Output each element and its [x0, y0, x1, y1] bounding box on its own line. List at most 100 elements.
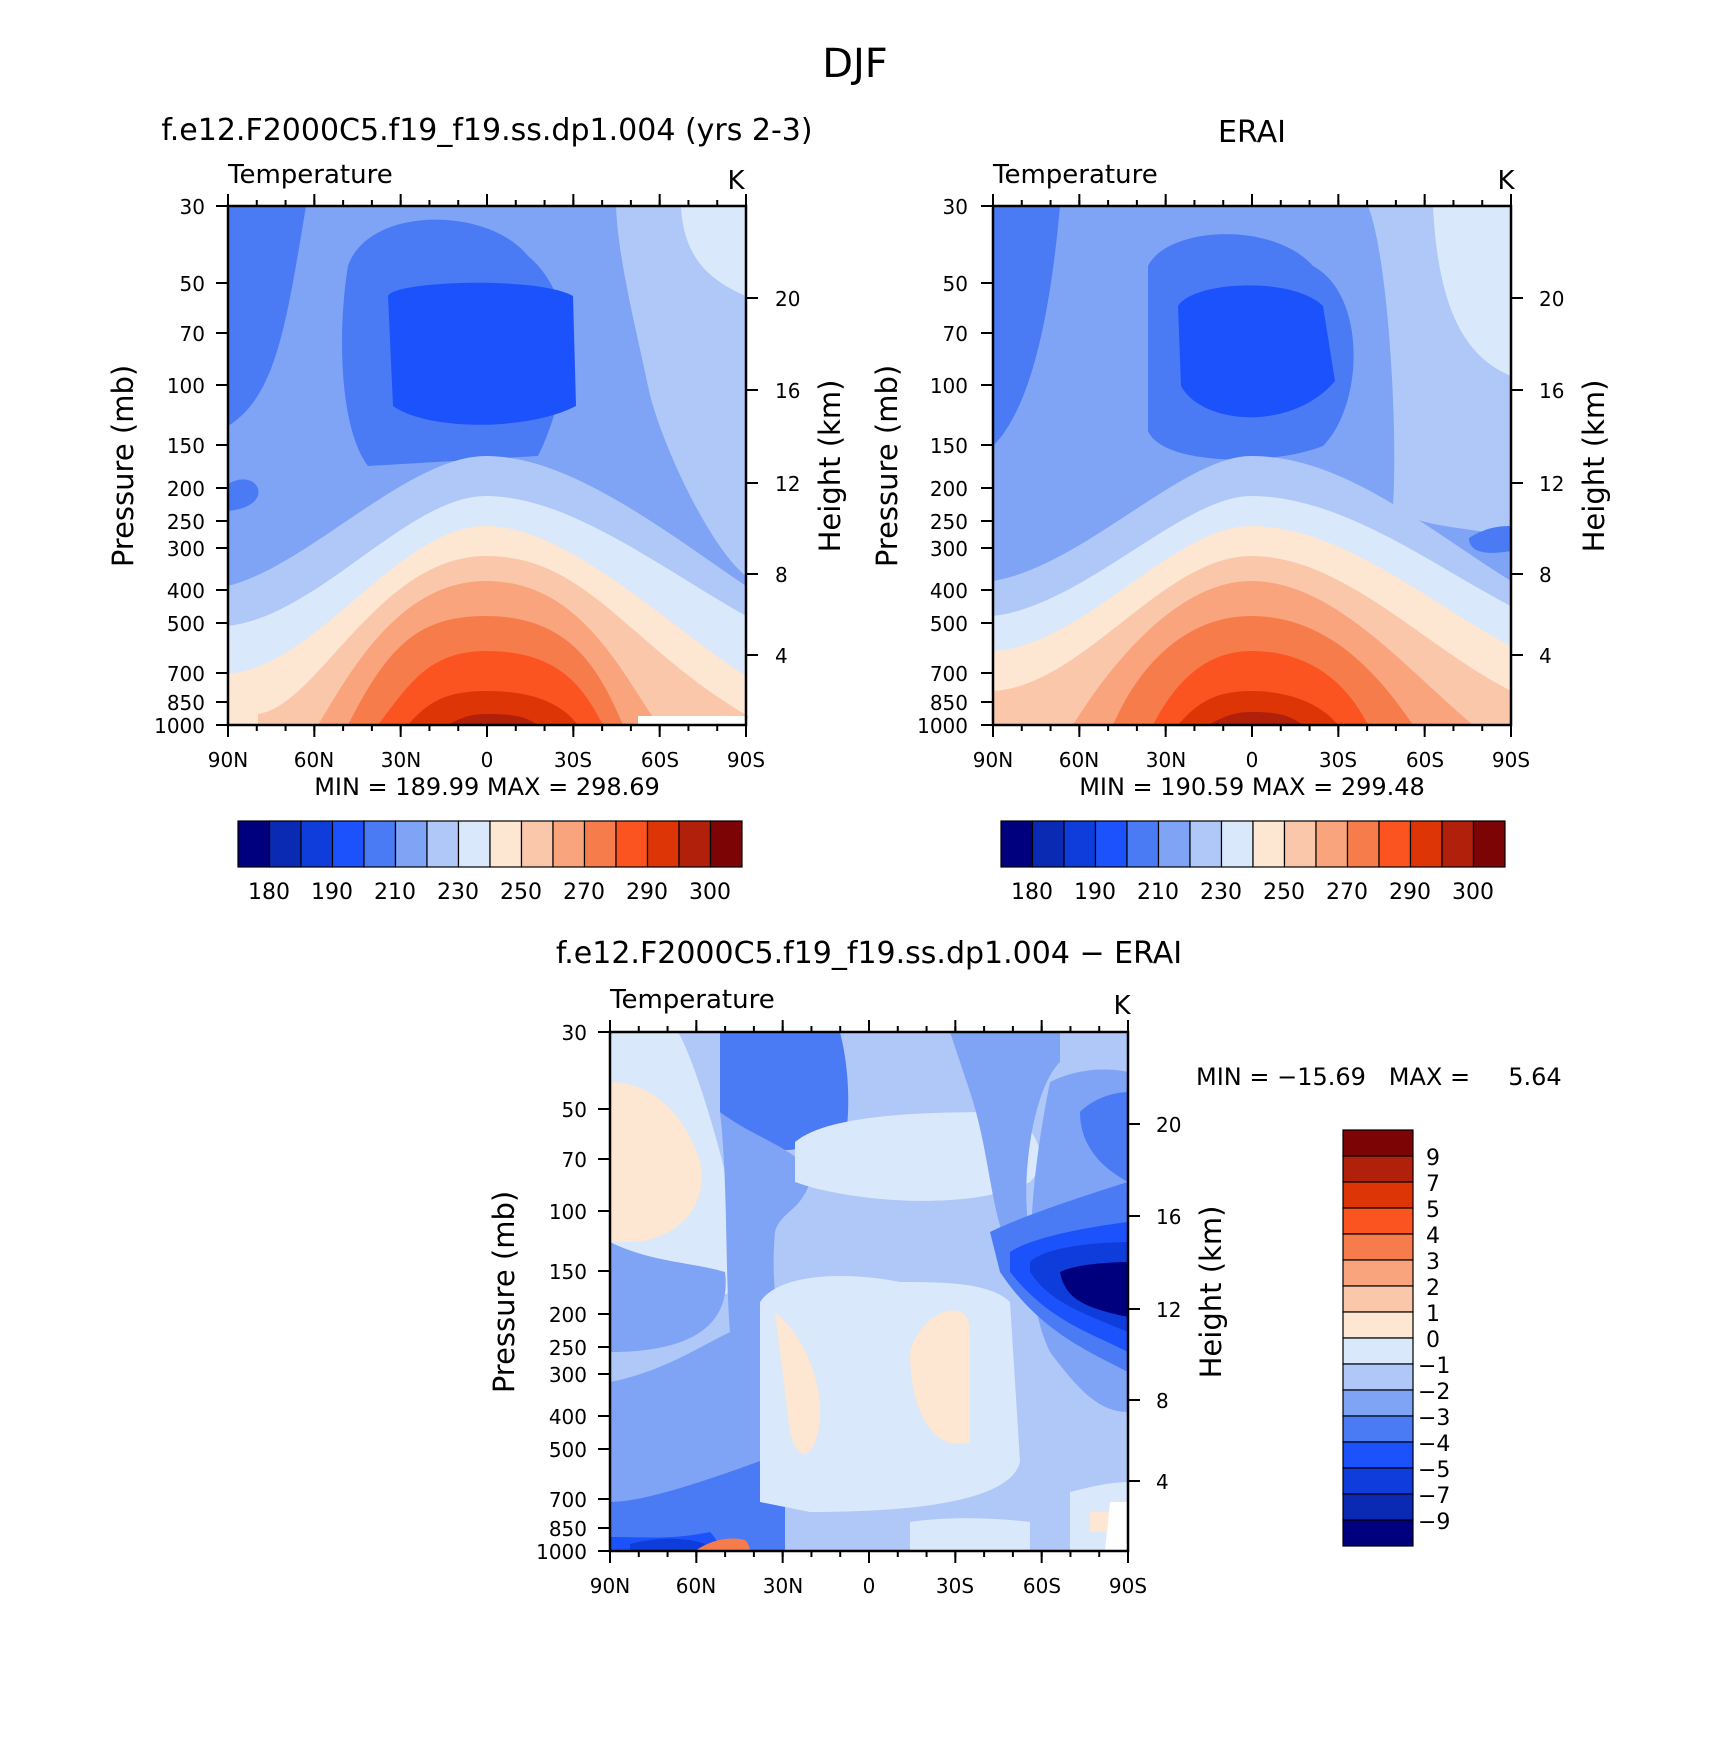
- y2-tick: 12: [1539, 472, 1564, 496]
- colorbar-swatch: [1472, 820, 1506, 868]
- y2-tick: 8: [775, 563, 788, 587]
- colorbar-swatch: [552, 820, 586, 868]
- colorbar-swatch: [1342, 1181, 1414, 1209]
- colorbar-label: 210: [1137, 880, 1179, 905]
- x-tick: 0: [863, 1574, 876, 1598]
- y2-tick: 16: [775, 379, 800, 403]
- x-tick: 30S: [554, 748, 592, 772]
- x-tick: 60S: [641, 748, 679, 772]
- colorbar-label: 230: [1200, 880, 1242, 905]
- y-tick: 500: [930, 612, 968, 636]
- x-tick: 60S: [1023, 1574, 1061, 1598]
- y-tick: 700: [930, 662, 968, 686]
- colorbar-label: 5: [1426, 1198, 1440, 1223]
- colorbar-swatch: [1342, 1155, 1414, 1183]
- colorbar: 180 190 210 230 250 270 290 300: [1000, 820, 1506, 905]
- y-tick: 70: [180, 322, 205, 346]
- panel-title: ERAI: [1218, 115, 1286, 150]
- field-label: Temperature: [992, 160, 1158, 190]
- colorbar-swatch: [1031, 820, 1065, 868]
- colorbar-swatch: [1157, 820, 1191, 868]
- colorbar-swatch: [709, 820, 743, 868]
- colorbar-swatches: [237, 820, 743, 868]
- colorbar-label: 190: [1074, 880, 1116, 905]
- colorbar-swatch: [1000, 820, 1034, 868]
- y2-tick: 16: [1539, 379, 1564, 403]
- units-label: K: [1113, 991, 1131, 1021]
- y-tick: 400: [549, 1405, 587, 1429]
- colorbar-label: 270: [1326, 880, 1368, 905]
- colorbar-swatch: [1441, 820, 1475, 868]
- y-axis: 30 50 70 100 150 200 250 300 400 500 700…: [536, 1021, 587, 1564]
- y2-tick: 12: [775, 472, 800, 496]
- contour-field: [610, 1032, 1128, 1551]
- y-tick: 500: [167, 612, 205, 636]
- y-tick: 300: [167, 537, 205, 561]
- panel-difference: f.e12.F2000C5.f19_f19.ss.dp1.004 − ERAI …: [487, 936, 1562, 1598]
- colorbar-swatch: [1342, 1467, 1414, 1495]
- y2-tick: 20: [1156, 1113, 1181, 1137]
- x-tick: 60N: [676, 1574, 716, 1598]
- colorbar-swatch: [1342, 1129, 1414, 1157]
- colorbar-labels: 180 190 210 230 250 270 290 300: [248, 880, 731, 905]
- colorbar-label: −7: [1418, 1484, 1450, 1509]
- x-tick: 30N: [381, 748, 421, 772]
- y-tick: 400: [167, 579, 205, 603]
- colorbar-label: 290: [1389, 880, 1431, 905]
- x-tick: 90N: [590, 1574, 630, 1598]
- colorbar-label: 4: [1426, 1224, 1440, 1249]
- colorbar-swatch: [237, 820, 271, 868]
- field-label: Temperature: [609, 985, 775, 1015]
- y-tick: 100: [549, 1200, 587, 1224]
- colorbar-swatch: [1342, 1233, 1414, 1261]
- colorbar-swatch: [1409, 820, 1443, 868]
- y-axis-title: Pressure (mb): [487, 1191, 521, 1393]
- y-tick: 500: [549, 1438, 587, 1462]
- colorbar-swatch: [489, 820, 523, 868]
- x-tick: 90N: [208, 748, 248, 772]
- y-tick: 1000: [536, 1540, 587, 1564]
- contour-field: [228, 206, 748, 725]
- y2-tick: 4: [1539, 644, 1552, 668]
- colorbar-swatch: [583, 820, 617, 868]
- x-tick: 0: [481, 748, 494, 772]
- colorbar-swatch: [678, 820, 712, 868]
- y-tick: 150: [549, 1260, 587, 1284]
- y-tick: 300: [549, 1363, 587, 1387]
- colorbar-label: −4: [1418, 1432, 1450, 1457]
- stats-text: MIN = 189.99 MAX = 298.69: [314, 773, 660, 801]
- y-tick: 50: [943, 272, 968, 296]
- figure-title: DJF: [822, 41, 888, 87]
- colorbar-label: 270: [563, 880, 605, 905]
- colorbar-label: 7: [1426, 1172, 1440, 1197]
- colorbar-swatch: [1342, 1259, 1414, 1287]
- colorbar-swatch: [1094, 820, 1128, 868]
- colorbar-swatch: [1063, 820, 1097, 868]
- y-axis-title: Pressure (mb): [870, 365, 904, 567]
- y2-tick: 8: [1156, 1389, 1169, 1413]
- colorbar-swatch: [1342, 1415, 1414, 1443]
- colorbar-swatch: [1189, 820, 1223, 868]
- y2-tick: 4: [775, 644, 788, 668]
- field-label: Temperature: [227, 160, 393, 190]
- colorbar-swatch: [1342, 1519, 1414, 1547]
- colorbar-label: −2: [1418, 1380, 1450, 1405]
- colorbar-swatch: [1342, 1441, 1414, 1469]
- colorbar-swatch: [1342, 1493, 1414, 1521]
- colorbar-swatch: [1252, 820, 1286, 868]
- colorbar-label: 300: [689, 880, 731, 905]
- colorbar-swatch: [1346, 820, 1380, 868]
- colorbar-swatch: [1342, 1285, 1414, 1313]
- panel-obs: ERAI Temperature K 90N 60N 30N 0: [870, 115, 1611, 905]
- panel-title: f.e12.F2000C5.f19_f19.ss.dp1.004 − ERAI: [556, 936, 1182, 971]
- y-tick: 150: [930, 434, 968, 458]
- colorbar-swatch: [331, 820, 365, 868]
- panel-title: f.e12.F2000C5.f19_f19.ss.dp1.004 (yrs 2-…: [161, 113, 812, 148]
- y-tick: 1000: [917, 714, 968, 738]
- x-tick: 90N: [973, 748, 1013, 772]
- tick-marks: [216, 194, 1523, 1563]
- colorbar-label: −9: [1418, 1510, 1450, 1535]
- y-tick: 30: [562, 1021, 587, 1045]
- colorbar-label: 290: [626, 880, 668, 905]
- x-tick: 30S: [1319, 748, 1357, 772]
